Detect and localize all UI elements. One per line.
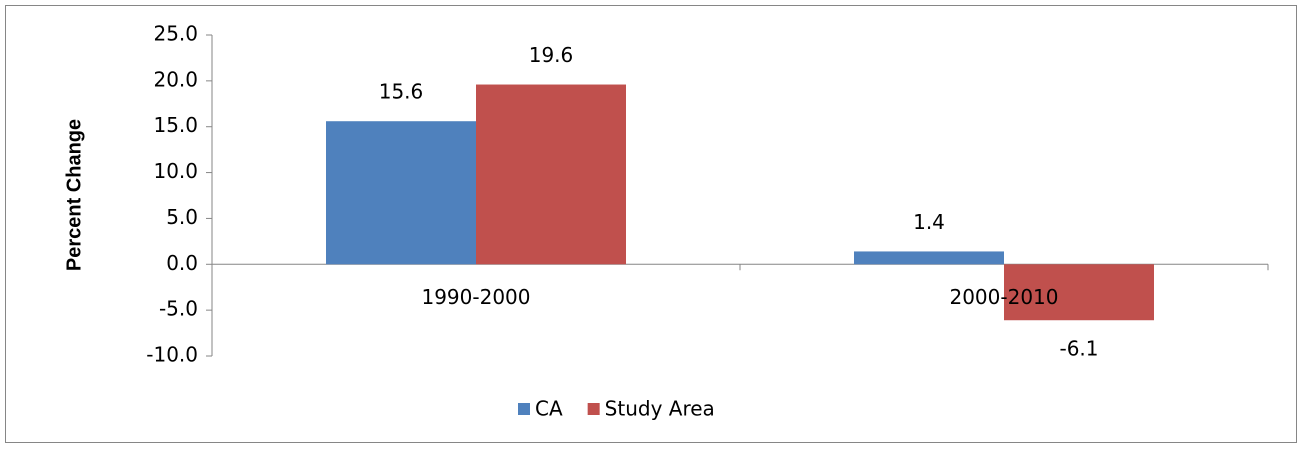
legend-swatch <box>518 403 530 415</box>
bar <box>476 84 626 265</box>
chart-frame <box>5 5 1297 443</box>
value-label: 15.6 <box>379 80 424 104</box>
y-tick-label: -10.0 <box>146 343 198 367</box>
bar <box>854 251 1004 265</box>
value-label: -6.1 <box>1059 337 1098 361</box>
bar <box>326 121 476 265</box>
legend-label: CA <box>535 397 563 421</box>
bar <box>1004 264 1154 321</box>
x-tick-label: 2000-2010 <box>949 285 1058 309</box>
y-tick-label: 5.0 <box>166 205 198 229</box>
legend-swatch <box>587 403 600 415</box>
value-label: 1.4 <box>913 210 945 234</box>
y-axis-label: Percent Change <box>63 119 85 271</box>
y-tick-label: 0.0 <box>166 251 198 275</box>
y-tick-label: 20.0 <box>153 67 198 91</box>
y-tick-label: 10.0 <box>153 159 198 183</box>
y-tick-label: 15.0 <box>153 113 198 137</box>
y-tick-label: 25.0 <box>153 22 198 46</box>
value-label: 19.6 <box>529 43 574 67</box>
legend-label: Study Area <box>605 397 715 421</box>
x-tick-label: 1990-2000 <box>421 285 530 309</box>
y-tick-label: -5.0 <box>159 297 198 321</box>
